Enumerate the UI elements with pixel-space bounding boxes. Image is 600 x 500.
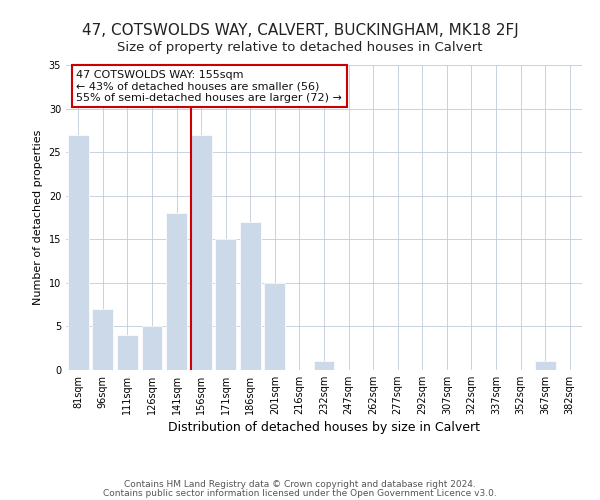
Text: 47 COTSWOLDS WAY: 155sqm
← 43% of detached houses are smaller (56)
55% of semi-d: 47 COTSWOLDS WAY: 155sqm ← 43% of detach… <box>76 70 342 103</box>
Bar <box>215 240 236 370</box>
Text: Contains HM Land Registry data © Crown copyright and database right 2024.: Contains HM Land Registry data © Crown c… <box>124 480 476 489</box>
Bar <box>314 362 334 370</box>
Text: 47, COTSWOLDS WAY, CALVERT, BUCKINGHAM, MK18 2FJ: 47, COTSWOLDS WAY, CALVERT, BUCKINGHAM, … <box>82 22 518 38</box>
Bar <box>142 326 163 370</box>
Bar <box>92 309 113 370</box>
Text: Contains public sector information licensed under the Open Government Licence v3: Contains public sector information licen… <box>103 489 497 498</box>
Bar <box>68 134 89 370</box>
Bar <box>191 134 212 370</box>
X-axis label: Distribution of detached houses by size in Calvert: Distribution of detached houses by size … <box>168 422 480 434</box>
Bar <box>117 335 138 370</box>
Bar <box>166 213 187 370</box>
Y-axis label: Number of detached properties: Number of detached properties <box>33 130 43 305</box>
Bar <box>265 283 286 370</box>
Bar <box>240 222 261 370</box>
Bar <box>535 362 556 370</box>
Text: Size of property relative to detached houses in Calvert: Size of property relative to detached ho… <box>117 41 483 54</box>
